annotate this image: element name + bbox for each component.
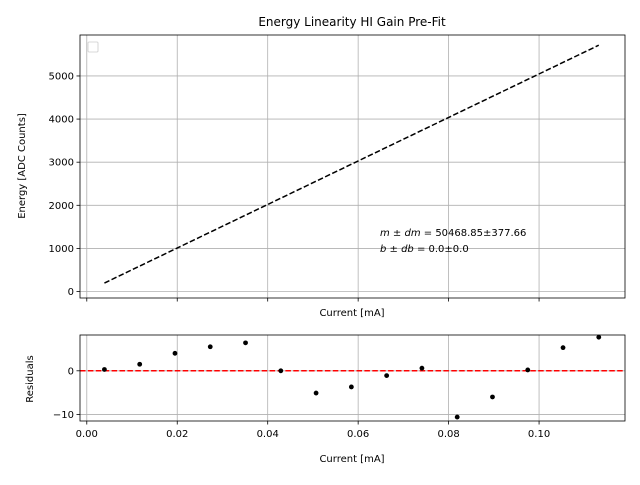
intercept-annotation: b ± db = 0.0±0.0 xyxy=(380,244,469,255)
slope-symbol: m ± dm xyxy=(380,228,421,239)
bottom-xtick-label: 0.06 xyxy=(347,429,369,440)
bottom-axes-frame xyxy=(79,334,626,422)
intercept-symbol: b ± db xyxy=(380,244,414,255)
bottom-xtick-label: 0.10 xyxy=(528,429,550,440)
residual-point xyxy=(596,334,602,340)
top-ticks: 0 1000 2000 3000 4000 5000 xyxy=(49,71,540,302)
residual-point xyxy=(560,345,566,351)
residual-point xyxy=(207,344,213,350)
residual-point xyxy=(490,394,495,400)
top-ytick-label: 0 xyxy=(68,287,74,298)
bottom-xtick-label: 0.02 xyxy=(166,429,188,440)
bottom-ytick-label: −10 xyxy=(53,410,74,421)
residual-point xyxy=(137,361,143,367)
bottom-xtick-label: 0.00 xyxy=(76,429,98,440)
bottom-xtick-label: 0.08 xyxy=(437,429,459,440)
top-plot-area xyxy=(104,44,600,284)
top-chart-title: Energy Linearity HI Gain Pre-Fit xyxy=(258,15,446,29)
residual-point xyxy=(525,367,531,373)
residual-point xyxy=(384,373,390,378)
residual-point xyxy=(102,367,107,372)
top-xaxis-label: Current [mA] xyxy=(319,308,384,319)
slope-annotation: m ± dm = 50468.85±377.66 xyxy=(380,228,526,239)
top-ytick-label: 3000 xyxy=(49,158,74,169)
residual-point xyxy=(454,414,460,420)
top-ytick-label: 1000 xyxy=(49,244,74,255)
bottom-ticks: 0.00 0.02 0.04 0.06 0.08 0.10 −10 0 xyxy=(53,366,550,440)
residual-point xyxy=(313,390,319,396)
fit-line xyxy=(104,44,600,284)
top-panel: 0 1000 2000 3000 4000 5000 Energy Linearity H… xyxy=(17,15,626,319)
top-ytick-label: 2000 xyxy=(49,201,74,212)
top-ytick-label: 4000 xyxy=(49,115,74,126)
top-grid xyxy=(80,35,625,298)
bottom-xtick-label: 0.04 xyxy=(257,429,279,440)
residual-point xyxy=(243,340,248,346)
intercept-value: = 0.0±0.0 xyxy=(414,244,469,255)
legend-box xyxy=(87,41,99,53)
top-yaxis-label: Energy [ADC Counts] xyxy=(17,113,28,219)
residual-point xyxy=(348,384,354,390)
bottom-xaxis-label: Current [mA] xyxy=(319,454,384,465)
bottom-yaxis-label: Residuals xyxy=(25,355,36,402)
slope-value: = 50468.85±377.66 xyxy=(421,228,527,239)
top-axes-frame xyxy=(79,34,626,299)
residual-point xyxy=(172,350,178,356)
bottom-ytick-label: 0 xyxy=(68,366,74,377)
residual-point xyxy=(419,365,425,371)
top-ytick-label: 5000 xyxy=(49,71,74,82)
bottom-plot-area xyxy=(80,334,625,420)
bottom-panel: 0.00 0.02 0.04 0.06 0.08 0.10 −10 0 Current [mA… xyxy=(25,334,626,465)
residual-point xyxy=(278,368,284,374)
